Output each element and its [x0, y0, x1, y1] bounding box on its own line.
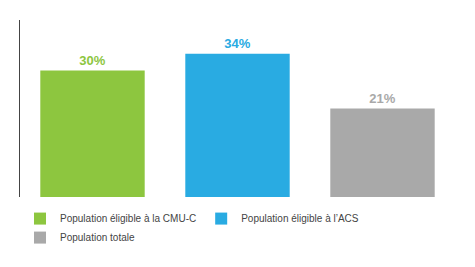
svg-text:21%: 21% — [369, 91, 395, 106]
svg-text:34%: 34% — [224, 36, 250, 51]
svg-text:Population éligible à la CMU-C: Population éligible à la CMU-C — [60, 213, 196, 224]
svg-text:30%: 30% — [79, 53, 105, 68]
svg-text:Population totale: Population totale — [60, 232, 135, 243]
svg-text:Population éligible à l’ACS: Population éligible à l’ACS — [241, 213, 359, 224]
